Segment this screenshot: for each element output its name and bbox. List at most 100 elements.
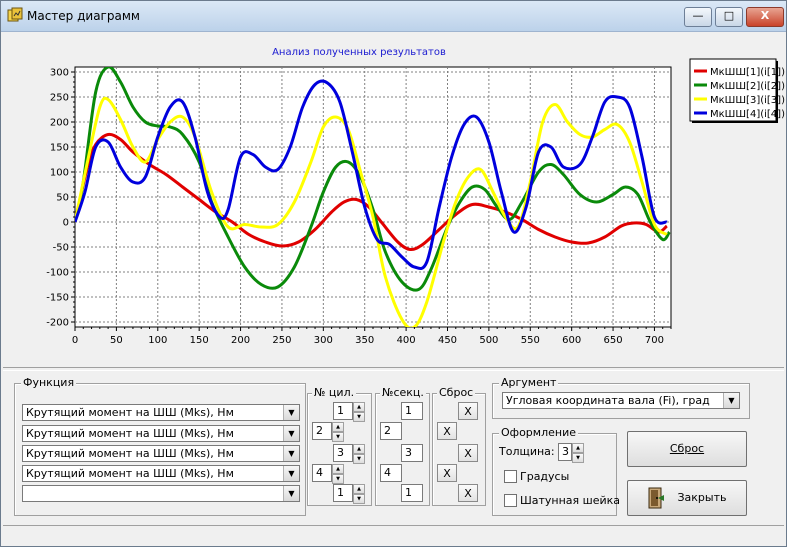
cylinder-input-5[interactable]: 1 (333, 484, 353, 502)
spin-up-icon[interactable]: ▲ (353, 444, 365, 454)
reset-row-2-button[interactable]: X (437, 422, 457, 440)
thickness-spinner[interactable]: ▲ ▼ (572, 443, 584, 463)
spin-up-icon[interactable]: ▲ (572, 443, 584, 453)
reset-row-1-button[interactable]: X (458, 402, 478, 420)
app-icon (7, 7, 23, 22)
minimize-button[interactable]: — (684, 7, 712, 27)
legend-label-1: МкШШ[1](i[1]) (710, 67, 785, 78)
reset-group: Сброс X X X X X (432, 386, 486, 506)
section-input-2[interactable]: 2 (380, 422, 402, 440)
maximize-button[interactable]: □ (715, 7, 743, 27)
chevron-down-icon[interactable]: ▼ (283, 486, 299, 501)
x-tick-label: 100 (148, 335, 167, 346)
close-window-button[interactable]: X (746, 7, 784, 27)
function-combo-3[interactable]: Крутящий момент на ШШ (Mks), Нм ▼ (22, 445, 300, 462)
chevron-down-icon[interactable]: ▼ (283, 426, 299, 441)
y-tick-label: -50 (53, 243, 69, 254)
cylinder-spinner-1[interactable]: ▲ ▼ (353, 402, 365, 422)
cylinder-spinner-2[interactable]: ▲ ▼ (332, 422, 344, 442)
section-input-1[interactable]: 1 (401, 402, 423, 420)
close-icon: X (760, 9, 770, 22)
argument-group-label: Аргумент (499, 376, 559, 390)
legend-label-3: МкШШ[3](i[3]) (710, 95, 785, 106)
function-combo-5[interactable]: ▼ (22, 485, 300, 502)
chart-panel: Анализ полученных результатов 0 50 100 150 2… (2, 32, 785, 366)
door-exit-icon (648, 487, 664, 509)
chevron-down-icon[interactable]: ▼ (283, 405, 299, 420)
spin-down-icon[interactable]: ▼ (353, 412, 365, 422)
x-tick-label: 700 (645, 335, 664, 346)
series-line-4 (75, 79, 668, 271)
spin-up-icon[interactable]: ▲ (332, 464, 344, 474)
spin-down-icon[interactable]: ▼ (332, 432, 344, 442)
minimize-icon: — (692, 9, 704, 22)
maximize-icon: □ (723, 9, 735, 22)
x-tick-label: 650 (604, 335, 623, 346)
cylinder-spinner-3[interactable]: ▲ ▼ (353, 444, 365, 464)
chevron-down-icon[interactable]: ▼ (723, 393, 739, 408)
cylinder-input-3[interactable]: 3 (333, 444, 353, 462)
y-tick-label: -200 (46, 318, 69, 329)
reset-row-5-button[interactable]: X (458, 484, 478, 502)
chevron-down-icon[interactable]: ▼ (283, 446, 299, 461)
x-tick-label: 400 (397, 335, 416, 346)
cylinder-spinner-5[interactable]: ▲ ▼ (353, 484, 365, 504)
series-line-2 (75, 67, 671, 292)
legend-box (689, 58, 777, 122)
x-tick-label: 450 (438, 335, 457, 346)
y-tick-label: -100 (46, 268, 69, 279)
x-tick-label: 250 (272, 335, 291, 346)
reset-row-4-button[interactable]: X (437, 464, 457, 482)
spin-up-icon[interactable]: ▲ (353, 484, 365, 494)
series-line-3 (75, 96, 668, 327)
cylinder-input-2[interactable]: 2 (312, 422, 332, 440)
y-tick-label: 150 (50, 143, 69, 154)
spin-up-icon[interactable]: ▲ (332, 422, 344, 432)
section-input-4[interactable]: 4 (380, 464, 402, 482)
function-combo-2[interactable]: Крутящий момент на ШШ (Mks), Нм ▼ (22, 425, 300, 442)
thickness-input[interactable]: 3 (558, 443, 572, 461)
spin-down-icon[interactable]: ▼ (572, 453, 584, 463)
chart: Анализ полученных результатов 0 50 100 150 2… (46, 47, 785, 346)
close-dialog-button[interactable]: Закрыть (627, 480, 747, 516)
argument-combo[interactable]: Угловая координата вала (Fi), град ▼ (502, 392, 740, 409)
cylinder-input-1[interactable]: 1 (333, 402, 353, 420)
spin-down-icon[interactable]: ▼ (353, 494, 365, 504)
chevron-down-icon[interactable]: ▼ (283, 466, 299, 481)
legend-label-4: МкШШ[4](i[4]) (710, 109, 785, 120)
title-bar[interactable]: Мастер диаграмм — □ X (1, 1, 786, 32)
cylinder-spinner-4[interactable]: ▲ ▼ (332, 464, 344, 484)
cylinder-group-label: № цил. (312, 386, 357, 400)
spin-down-icon[interactable]: ▼ (353, 454, 365, 464)
function-combo-1[interactable]: Крутящий момент на ШШ (Mks), Нм ▼ (22, 404, 300, 421)
y-tick-label: 250 (50, 93, 69, 104)
window-title: Мастер диаграмм (27, 9, 140, 23)
section-input-3[interactable]: 3 (401, 444, 423, 462)
x-tick-label: 600 (562, 335, 581, 346)
degrees-checkbox[interactable] (504, 470, 517, 483)
function-combo-4[interactable]: Крутящий момент на ШШ (Mks), Нм ▼ (22, 465, 300, 482)
y-tick-label: 50 (56, 193, 69, 204)
status-bar (3, 525, 784, 545)
y-tick-label: 0 (63, 218, 69, 229)
reset-row-3-button[interactable]: X (458, 444, 478, 462)
spin-up-icon[interactable]: ▲ (353, 402, 365, 412)
reset-all-button[interactable]: Сброс (627, 431, 747, 467)
spin-down-icon[interactable]: ▼ (332, 474, 344, 484)
cylinder-input-4[interactable]: 4 (312, 464, 332, 482)
series-line-1 (75, 132, 668, 252)
x-tick-label: 200 (231, 335, 250, 346)
function-group: Функция Крутящий момент на ШШ (Mks), Нм ▼… (14, 376, 306, 516)
function-combo-1-value: Крутящий момент на ШШ (Mks), Нм (26, 406, 234, 419)
degrees-label: Градусы (520, 470, 570, 483)
y-tick-label: 200 (50, 118, 69, 129)
x-tick-label: 550 (521, 335, 540, 346)
legend: МкШШ[1](i[1]) МкШШ[2](i[2]) МкШШ[3](i[3]) М… (689, 58, 785, 123)
reset-all-button-label: Сброс (669, 442, 705, 455)
thickness-label: Толщина: (499, 445, 555, 458)
crank-journal-checkbox[interactable] (504, 494, 517, 507)
section-input-5[interactable]: 1 (401, 484, 423, 502)
cylinder-group: № цил. 1 ▲ ▼ 2 ▲ ▼ 3 ▲ ▼ 4 ▲ ▼ 1 ▲ ▼ (307, 386, 372, 506)
x-tick-label: 0 (72, 335, 78, 346)
